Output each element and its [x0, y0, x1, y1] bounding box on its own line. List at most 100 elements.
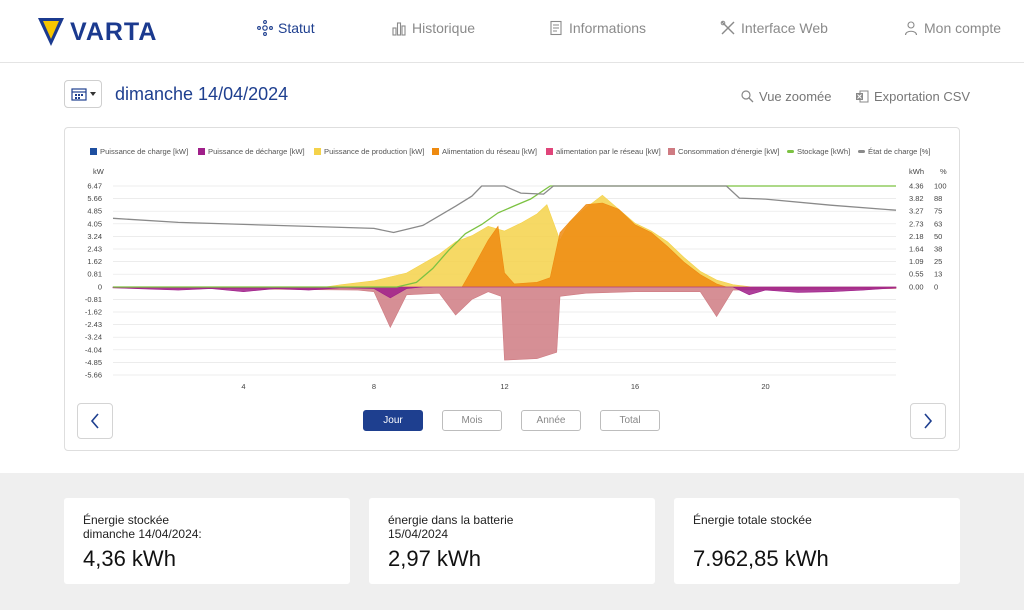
stat-label: énergie dans la batterie 15/04/2024 [388, 513, 513, 541]
date-title: dimanche 14/04/2024 [115, 84, 289, 104]
y-tick-label-kw: 6.47 [87, 182, 102, 191]
y-tick-label-pct: 100 [934, 182, 947, 191]
zoom-view-label: Vue zoomée [759, 89, 832, 104]
nav-label-interface-web: Interface Web [741, 20, 828, 36]
y-tick-label-kw: 5.66 [87, 194, 102, 203]
stat-label-line: dimanche 14/04/2024: [83, 527, 202, 541]
legend-swatch [314, 148, 321, 155]
next-day-button[interactable] [910, 403, 946, 439]
nav-item-historique[interactable]: Historique [391, 20, 475, 36]
legend-label: Stockage [kWh] [797, 147, 851, 156]
y-tick-label-kw: -3.24 [85, 333, 102, 342]
chevron-left-icon [90, 413, 99, 429]
legend-item[interactable]: Consommation d'énergie [kW] [668, 147, 779, 156]
nav-label-statut: Statut [278, 20, 315, 36]
nav-label-informations: Informations [569, 20, 647, 36]
legend-label: Consommation d'énergie [kW] [678, 147, 780, 156]
x-tick-label: 16 [631, 382, 639, 391]
legend-label: Puissance de charge [kW] [100, 147, 189, 156]
main-navigation: Statut Historique Informations [0, 20, 1024, 44]
legend-item[interactable]: Puissance de décharge [kW] [198, 147, 305, 156]
varta-logo-mark-icon [38, 18, 64, 46]
y-tick-label-pct: 75 [934, 207, 942, 216]
stat-card-battery-energy: énergie dans la batterie 15/04/2024 2,97… [369, 498, 655, 584]
legend-item[interactable]: Puissance de production [kW] [314, 147, 424, 156]
stat-value: 4,36 kWh [83, 546, 176, 571]
stat-value: 7.962,85 kWh [693, 546, 829, 571]
series-line [112, 185, 897, 234]
stat-label: Énergie totale stockée [693, 513, 812, 527]
chart-legend: Puissance de charge [kW] Puissance de dé… [90, 147, 940, 161]
nav-item-informations[interactable]: Informations [548, 20, 646, 36]
export-csv-link[interactable]: Exportation CSV [855, 89, 970, 104]
legend-label: Puissance de production [kW] [324, 147, 425, 156]
chart-series-areas [112, 194, 897, 361]
y-tick-label-kwh: 2.18 [909, 232, 924, 241]
y-tick-label-kw: 4.85 [87, 207, 102, 216]
nav-label-historique: Historique [412, 20, 476, 36]
series-area [112, 286, 897, 361]
y-tick-label-pct: 25 [934, 257, 942, 266]
stat-card-total-energy: Énergie totale stockée 7.962,85 kWh [674, 498, 960, 584]
legend-swatch [432, 148, 439, 155]
y-tick-label-kwh: 0.00 [909, 282, 924, 291]
stat-label-line: Énergie stockée [83, 513, 170, 527]
y-tick-label-kw: -0.81 [85, 295, 102, 304]
period-button-total[interactable]: Total [600, 410, 660, 431]
energy-chart[interactable]: 6.47 5.66 4.85 4.05 3.24 2.43 1.62 0.81 0 -0.81 -1… [64, 160, 960, 400]
previous-day-button[interactable] [77, 403, 113, 439]
excel-file-icon [856, 90, 869, 103]
stat-label: Énergie stockée dimanche 14/04/2024: [83, 513, 202, 541]
nav-item-statut[interactable]: Statut [257, 20, 315, 36]
x-tick-label: 4 [241, 382, 245, 391]
caret-down-icon [89, 92, 96, 96]
period-button-annee[interactable]: Année [521, 410, 581, 431]
y-tick-label-kw: 2.43 [87, 245, 102, 254]
zoom-view-link[interactable]: Vue zoomée [741, 89, 832, 104]
y-tick-label-kwh: 1.09 [909, 257, 924, 266]
nav-label-mon-compte: Mon compte [924, 20, 1002, 36]
legend-label: alimentation par le réseau [kW] [556, 147, 661, 156]
y-tick-label-kwh: 3.27 [909, 207, 924, 216]
y-tick-label-kw: 3.24 [87, 232, 102, 241]
stat-card-stored-energy: Énergie stockée dimanche 14/04/2024: 4,3… [64, 498, 350, 584]
stat-label-line: 15/04/2024 [388, 527, 449, 541]
y-tick-label-kw: -5.66 [85, 371, 102, 380]
series-area [461, 202, 727, 288]
calendar-icon [70, 88, 87, 101]
document-icon [550, 20, 562, 36]
y-tick-label-kwh: 2.73 [909, 219, 924, 228]
chart-series-lines [112, 185, 897, 288]
y-tick-label-pct: 13 [934, 270, 942, 279]
legend-item[interactable]: État de charge [%] [858, 147, 930, 156]
y-axis-unit-kwh: kWh [909, 167, 924, 176]
export-csv-label: Exportation CSV [874, 89, 971, 104]
brand-name: VARTA [70, 17, 158, 46]
stat-label-line: énergie dans la batterie [388, 513, 514, 527]
y-tick-label-pct: 50 [934, 232, 942, 241]
series-area [112, 286, 897, 299]
legend-label: État de charge [%] [868, 147, 931, 156]
y-tick-label-kw: 0.81 [87, 270, 102, 279]
legend-item[interactable]: Alimentation du réseau [kW] [432, 147, 537, 156]
date-picker-button[interactable] [64, 80, 102, 108]
legend-item[interactable]: alimentation par le réseau [kW] [546, 147, 661, 156]
legend-swatch [546, 148, 553, 155]
legend-item[interactable]: Stockage [kWh] [787, 147, 850, 156]
nav-item-mon-compte[interactable]: Mon compte [903, 20, 1001, 36]
nav-item-interface-web[interactable]: Interface Web [720, 20, 828, 36]
chart-axes: 6.47 5.66 4.85 4.05 3.24 2.43 1.62 0.81 0 -0.81 -1… [85, 167, 947, 391]
period-button-mois[interactable]: Mois [442, 410, 502, 431]
y-tick-label-kw: -1.62 [85, 308, 102, 317]
legend-item[interactable]: Puissance de charge [kW] [90, 147, 188, 156]
varta-logo[interactable]: VARTA [38, 17, 157, 47]
legend-swatch [858, 150, 865, 153]
stat-value: 2,97 kWh [388, 546, 481, 571]
y-tick-label-kw: 4.05 [87, 219, 102, 228]
series-line [113, 185, 896, 288]
user-icon [904, 21, 918, 36]
period-button-jour[interactable]: Jour [363, 410, 423, 431]
legend-swatch [668, 148, 675, 155]
y-axis-unit-kw: kW [93, 167, 105, 176]
legend-swatch [90, 148, 97, 155]
